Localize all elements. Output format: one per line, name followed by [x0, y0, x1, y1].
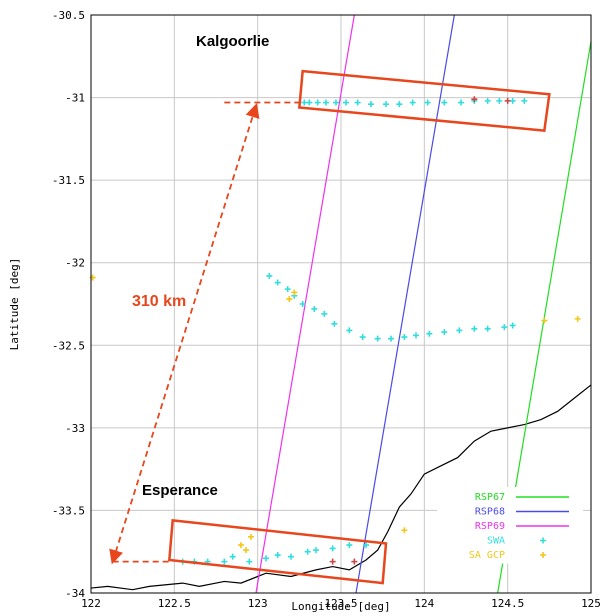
track-rsp68 [355, 14, 455, 594]
data-point [263, 555, 269, 562]
annotations [109, 69, 551, 585]
x-tick-label: 124.5 [491, 597, 524, 610]
x-tick-label: 122 [81, 597, 101, 610]
data-point [321, 310, 328, 317]
coastline [90, 384, 592, 591]
data-point [409, 99, 416, 106]
data-point [471, 96, 478, 103]
y-axis-label: Latitude [deg] [8, 258, 21, 351]
y-tick-label: -33 [65, 422, 85, 435]
data-point [441, 329, 448, 336]
legend-label: RSP67 [475, 492, 505, 503]
data-point [343, 99, 349, 106]
data-point [306, 99, 313, 106]
data-point [401, 527, 408, 534]
data-point [299, 301, 306, 307]
data-point [346, 542, 353, 549]
data-point [441, 99, 448, 106]
data-point [401, 334, 408, 341]
y-tick-label: -31.5 [52, 174, 85, 187]
data-point [383, 101, 389, 108]
y-tick-labels: -30.5 -31 -31.5 -32 -32.5 -33 -33.5 -34 [52, 9, 85, 600]
data-point [304, 548, 311, 555]
data-point [266, 272, 273, 279]
x-tick-label: 123.5 [324, 597, 357, 610]
legend-label: SA GCP [469, 550, 505, 561]
data-point [504, 97, 511, 104]
x-tick-label: 125 [581, 597, 601, 610]
data-point [301, 99, 308, 106]
coastline-layer [90, 384, 592, 591]
data-point [359, 334, 366, 341]
data-point [286, 296, 293, 303]
data-point [354, 99, 361, 106]
distance-label: 310 km [132, 293, 186, 310]
data-point [484, 325, 491, 332]
x-tick-label: 122.5 [158, 597, 191, 610]
legend-label: RSP69 [475, 521, 505, 532]
legend-label: SWA [487, 536, 505, 547]
data-point [363, 542, 369, 549]
data-point [484, 97, 491, 104]
kalgoorlie-box [297, 69, 551, 132]
data-point [413, 332, 419, 339]
series-reference-points [329, 96, 511, 565]
data-point [329, 558, 336, 565]
plot-frame [90, 14, 592, 594]
x-tick-labels: 122 122.5 123 123.5 124 124.5 125 [81, 597, 601, 610]
data-point [274, 552, 281, 559]
data-point [313, 547, 319, 554]
data-point [388, 335, 394, 342]
data-point [351, 558, 358, 565]
y-tick-label: -30.5 [52, 9, 85, 22]
data-point [314, 99, 321, 106]
data-point [333, 99, 339, 106]
data-point [368, 101, 374, 108]
data-point [574, 315, 581, 322]
data-point [329, 545, 336, 552]
legend-background [437, 487, 583, 564]
data-point [521, 97, 528, 104]
y-tick-label: -32.5 [52, 339, 85, 352]
y-tick-label: -34 [65, 587, 85, 600]
data-point [471, 325, 478, 332]
data-point [396, 101, 403, 108]
data-point [496, 97, 503, 104]
data-point [284, 286, 291, 293]
x-tick-label: 124 [414, 597, 434, 610]
data-point [458, 99, 464, 106]
data-point [509, 322, 516, 329]
data-point [346, 327, 353, 334]
data-point [456, 327, 463, 334]
kalgoorlie-label: Kalgoorlie [196, 33, 269, 50]
data-point [331, 320, 338, 327]
data-point [311, 305, 318, 312]
x-tick-label: 123 [248, 597, 268, 610]
data-point [288, 553, 294, 560]
data-point [509, 97, 516, 104]
data-point [541, 317, 548, 324]
y-tick-label: -31 [65, 92, 85, 105]
data-point [424, 99, 431, 106]
legend: RSP67 RSP68 RSP69 SWA SA GCP [437, 487, 583, 564]
data-point [374, 335, 381, 342]
data-point [291, 289, 298, 296]
data-point [274, 279, 281, 286]
legend-swatch-marker [540, 537, 546, 544]
legend-label: RSP68 [475, 507, 505, 518]
x-axis-label: Longitude [deg] [291, 600, 390, 613]
y-tick-label: -33.5 [52, 504, 85, 517]
data-point [426, 330, 433, 337]
data-point [323, 99, 329, 106]
y-tick-label: -32 [65, 257, 85, 270]
data-point [501, 324, 508, 331]
legend-swatch-marker [540, 552, 546, 558]
esperance-label: Esperance [142, 482, 218, 499]
